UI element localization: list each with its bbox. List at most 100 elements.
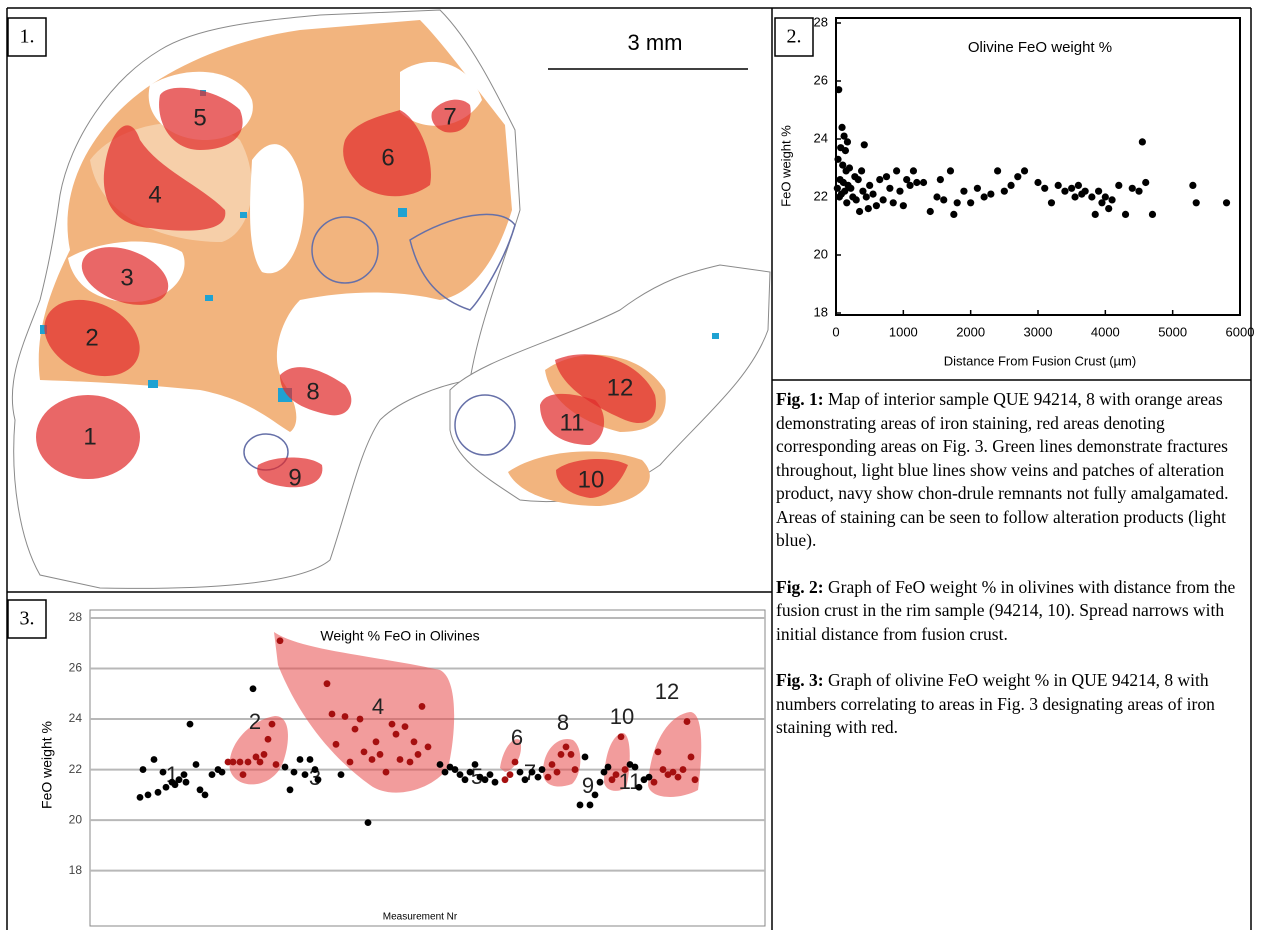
data-point: [626, 761, 634, 768]
data-point: [534, 773, 542, 781]
data-point: [364, 819, 372, 827]
map-label: 3: [120, 264, 133, 291]
panel-label-box: [7, 599, 47, 639]
data-point: [669, 768, 677, 776]
data-point: [171, 781, 179, 789]
data-point: [843, 199, 851, 207]
data-point: [351, 725, 359, 733]
data-point: [323, 680, 331, 688]
data-point: [368, 756, 376, 763]
data-point: [833, 184, 841, 192]
data-point: [855, 207, 864, 216]
data-point: [481, 776, 489, 784]
axis: 18 20 22 24 26 28 0 1000 2000 3000 4000 5000 6000: [814, 14, 1255, 339]
data-point: [889, 199, 897, 207]
data-point: [154, 788, 162, 796]
data-point: [1121, 210, 1130, 218]
data-point: [1088, 193, 1096, 201]
data-point: [1135, 187, 1143, 195]
map: 1 2 3 4 5 6 7 8 9 10 11 12 3 mm: [11, 9, 771, 589]
data-point: [866, 181, 874, 189]
data-point: [466, 768, 474, 776]
annotation: 6: [511, 725, 523, 750]
panel-label: 1.: [20, 26, 35, 48]
data-point: [919, 178, 928, 187]
data-point: [314, 776, 322, 784]
data-point: [451, 766, 459, 773]
data-point: [182, 778, 190, 786]
data-point: [838, 123, 846, 131]
data-point: [372, 738, 380, 746]
data-point: [236, 758, 244, 766]
data-point: [441, 768, 449, 776]
data-point: [581, 753, 589, 761]
caption-label: Fig. 3:: [776, 670, 824, 690]
y-tick-label: 18: [69, 863, 83, 877]
data-point: [834, 155, 842, 163]
data-point: [1034, 178, 1042, 187]
data-point: [604, 763, 612, 771]
data-point: [1142, 178, 1150, 187]
data-point: [980, 193, 988, 201]
x-tick-label: 2000: [956, 324, 985, 339]
data-point: [516, 768, 524, 776]
data-point: [906, 181, 914, 189]
data-point: [659, 766, 667, 773]
data-point: [960, 187, 968, 195]
annotation: 12: [655, 679, 679, 704]
data-point: [414, 751, 422, 758]
data-point: [418, 703, 426, 710]
data-point: [674, 773, 682, 781]
data-point: [872, 202, 881, 210]
data-point: [406, 758, 414, 766]
data-point: [272, 761, 280, 768]
data-point: [328, 710, 336, 718]
data-point: [1189, 181, 1197, 189]
caption-text: Map of interior sample QUE 94214, 8 with…: [776, 389, 1229, 550]
data-point: [1007, 181, 1015, 189]
data-point: [218, 768, 226, 776]
data-point: [617, 733, 625, 741]
data-point: [841, 147, 850, 155]
data-point: [521, 776, 529, 784]
data-point: [491, 778, 499, 786]
data-point: [376, 751, 384, 758]
data-point: [1105, 205, 1113, 213]
x-tick-label: 3000: [1024, 324, 1053, 339]
data-point: [290, 768, 298, 776]
data-point: [840, 132, 848, 140]
data-point: [229, 758, 237, 766]
data-point: [192, 761, 200, 768]
data-point: [645, 773, 653, 781]
data-point: [862, 193, 870, 201]
panel-labels: 1. 2. 3.: [7, 17, 814, 639]
data-point: [538, 766, 546, 773]
data-point: [886, 184, 894, 192]
data-point: [476, 773, 484, 781]
x-axis-label: Measurement Nr: [383, 912, 458, 923]
data-point: [208, 771, 216, 779]
data-point: [967, 199, 975, 207]
data-point: [1128, 184, 1136, 192]
data-point: [654, 748, 662, 756]
data-point: [869, 190, 877, 198]
chart-title: Olivine FeO weight %: [968, 39, 1112, 56]
data-point: [936, 176, 944, 184]
data-point: [933, 193, 941, 201]
data-point: [162, 783, 170, 791]
map-label: 7: [443, 103, 456, 130]
map-label: 9: [288, 464, 301, 491]
data-point: [410, 738, 418, 746]
data-point: [360, 748, 368, 756]
data-point: [691, 776, 699, 784]
data-point: [557, 751, 565, 758]
y-tick-label: 18: [814, 304, 828, 319]
data-point: [562, 743, 570, 751]
data-point: [640, 776, 648, 784]
data-point: [1138, 138, 1146, 146]
plot-frame: [89, 609, 766, 927]
data-point: [1014, 173, 1022, 181]
data-point: [1081, 187, 1089, 195]
